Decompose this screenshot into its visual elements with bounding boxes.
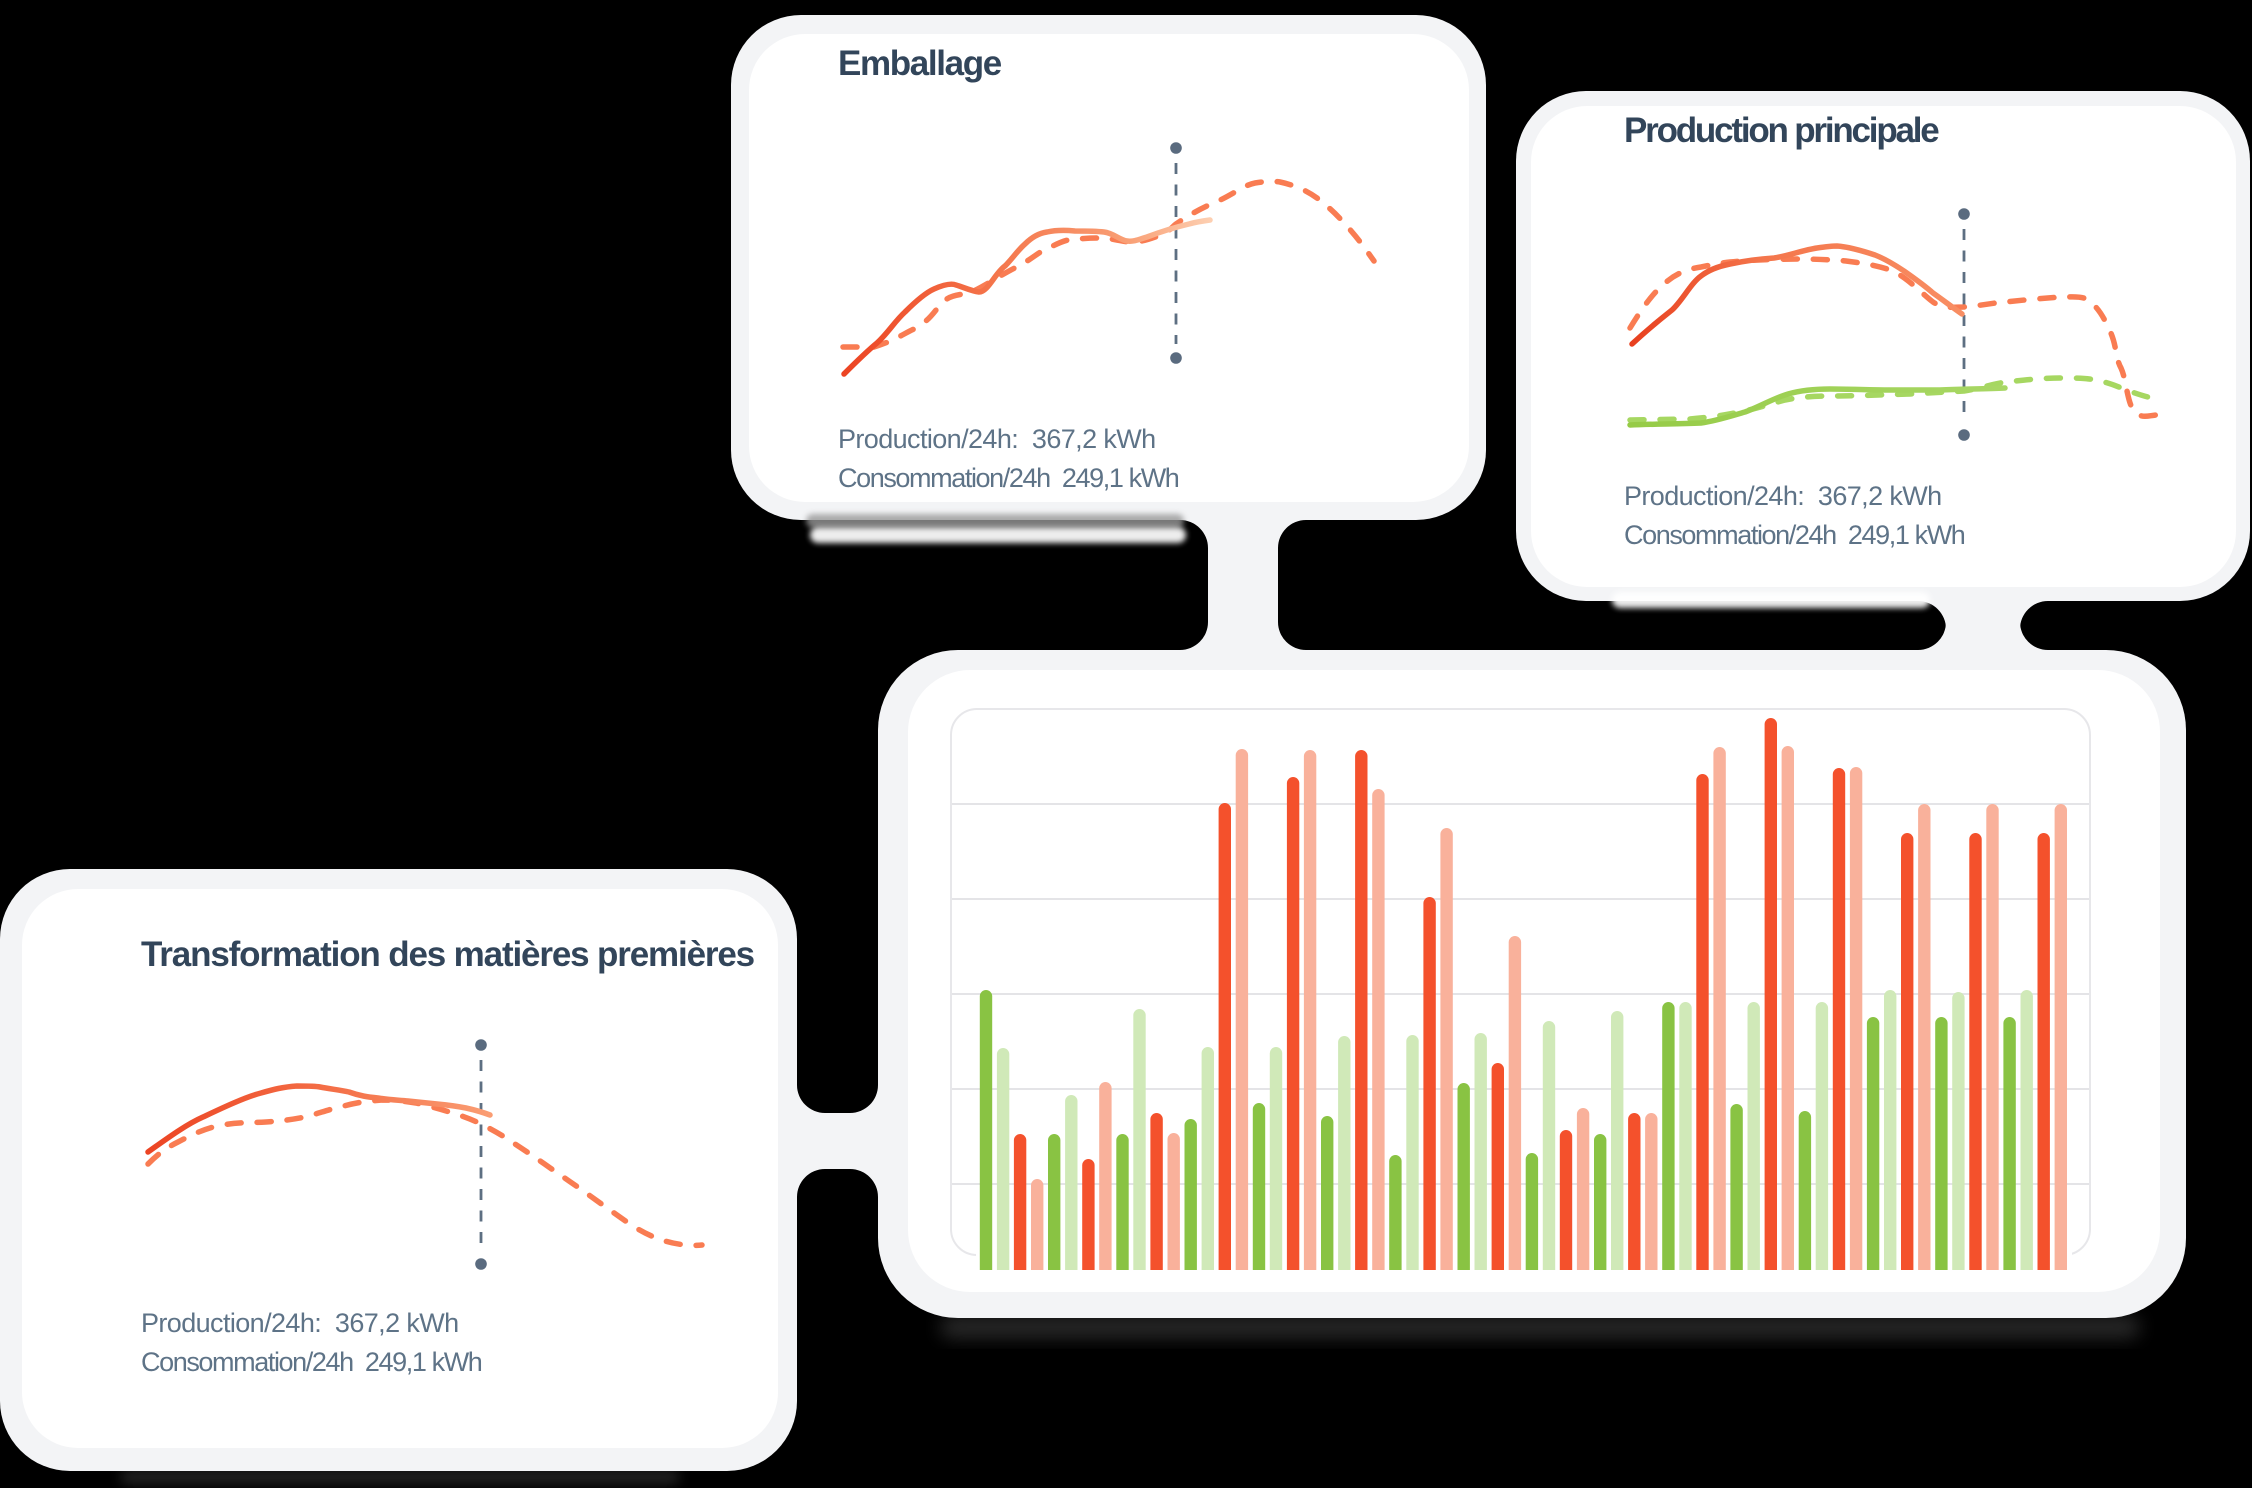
svg-text:Emballage: Emballage bbox=[838, 44, 1002, 83]
svg-text:Consommation/24h 249,1 kWh: Consommation/24h 249,1 kWh bbox=[838, 463, 1179, 493]
svg-text:Production/24h: 367,2 kWh: Production/24h: 367,2 kWh bbox=[141, 1308, 459, 1338]
svg-text:Production/24h: 367,2 kWh: Production/24h: 367,2 kWh bbox=[838, 424, 1156, 454]
svg-text:Consommation/24h 249,1 kWh: Consommation/24h 249,1 kWh bbox=[1624, 520, 1965, 550]
svg-text:Production principale: Production principale bbox=[1624, 111, 1939, 150]
svg-text:Consommation/24h 249,1 kWh: Consommation/24h 249,1 kWh bbox=[141, 1347, 482, 1377]
svg-text:Transformation des matières pr: Transformation des matières premières bbox=[141, 935, 755, 974]
svg-text:Production/24h: 367,2 kWh: Production/24h: 367,2 kWh bbox=[1624, 481, 1942, 511]
